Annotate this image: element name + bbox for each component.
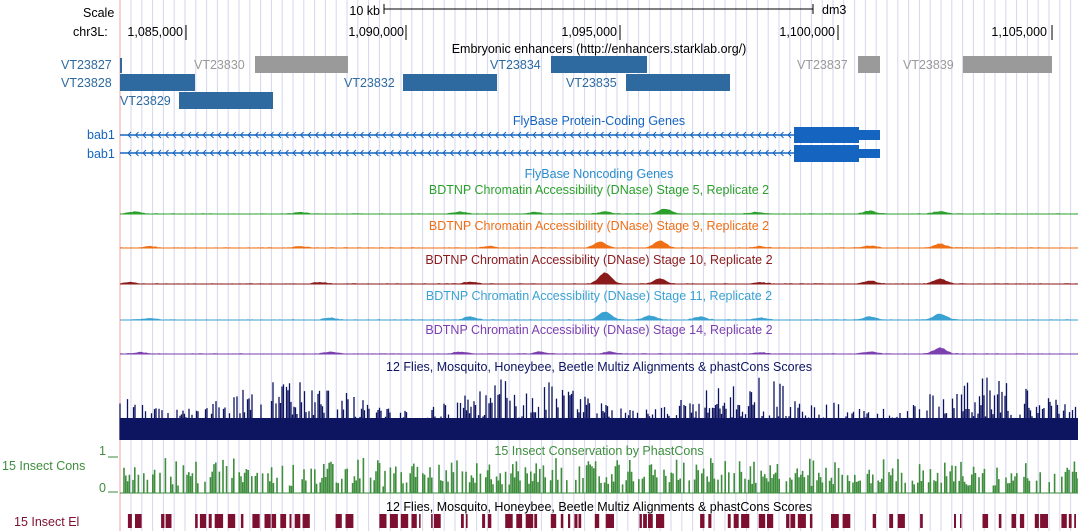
dnase-stage10-signal [120,272,1078,285]
enhancer-label[interactable]: VT23832 [344,76,395,90]
dnase-stage14-title: BDTNP Chromatin Accessibility (DNase) St… [425,323,772,337]
enhancer-feature[interactable] [626,74,730,91]
gene-utr [859,130,880,140]
dnase-stage5-title: BDTNP Chromatin Accessibility (DNase) St… [429,183,769,197]
gene-model[interactable]: bab1 [87,127,880,143]
enhancer-feature[interactable] [120,74,195,91]
multiz-track-title: 12 Flies, Mosquito, Honeybee, Beetle Mul… [386,360,812,374]
position-ticks [185,25,1053,40]
elements-track-title: 12 Flies, Mosquito, Honeybee, Beetle Mul… [386,500,812,514]
position-tick-label: 1,105,000 [991,25,1047,39]
enhancer-feature[interactable] [551,56,647,73]
multiz-conservation-signal [119,377,1078,440]
phastcons-ymin-label: 0 [99,481,106,495]
position-tick-label: 1,095,000 [561,25,617,39]
dnase-stage10-title: BDTNP Chromatin Accessibility (DNase) St… [425,253,772,267]
enhancer-feature[interactable] [963,56,1052,73]
gene-exon [794,145,859,162]
dnase-stage11-title: BDTNP Chromatin Accessibility (DNase) St… [426,289,772,303]
coding-genes-track-title: FlyBase Protein-Coding Genes [513,114,685,128]
enhancer-feature[interactable] [120,58,122,73]
strand-arrows [127,149,792,157]
conserved-elements [127,514,1076,528]
enhancer-feature[interactable] [403,74,497,91]
enhancer-label[interactable]: VT23827 [61,58,112,72]
gene-utr [859,149,880,158]
enhancer-label[interactable]: VT23835 [566,76,617,90]
enhancer-feature[interactable] [858,56,880,73]
enhancer-label[interactable]: VT23839 [903,58,954,72]
scale-label: Scale [83,6,114,20]
dnase-stage9-title: BDTNP Chromatin Accessibility (DNase) St… [429,219,769,233]
elements-side-label[interactable]: 15 Insect El [14,515,79,529]
gene-model[interactable]: bab1 [87,145,880,162]
enhancers-track-title: Embryonic enhancers (http://enhancers.st… [452,42,747,56]
dnase-stage5-signal [120,208,1078,215]
enhancer-label[interactable]: VT23837 [797,58,848,72]
enhancer-label[interactable]: VT23834 [490,58,541,72]
gene-label[interactable]: bab1 [87,128,115,142]
enhancer-feature[interactable] [179,92,273,109]
noncoding-genes-track-title: FlyBase Noncoding Genes [525,167,674,181]
position-tick-label: 1,085,000 [127,25,183,39]
scale-bar [383,4,814,14]
enhancer-label[interactable]: VT23830 [194,58,245,72]
enhancer-track: VT23827 VT23828 VT23829 VT23830 VT23832 … [61,56,1052,109]
enhancer-label[interactable]: VT23829 [120,94,171,108]
gene-exon [794,127,859,143]
assembly-label: dm3 [822,3,846,17]
gene-label[interactable]: bab1 [87,147,115,161]
strand-arrows [127,131,792,139]
enhancer-label[interactable]: VT23828 [61,76,112,90]
dnase-stage14-signal [120,347,1078,355]
phastcons-signal [120,458,1078,494]
position-tick-label: 1,100,000 [779,25,835,39]
phastcons-ymax-label: 1 [99,444,106,458]
dnase-stage9-signal [120,240,1078,249]
phastcons-track-title: 15 Insect Conservation by PhastCons [494,444,703,458]
dnase-stage11-signal [120,311,1078,321]
chrom-label: chr3L: [73,25,108,39]
enhancer-feature[interactable] [255,56,348,73]
scale-value: 10 kb [349,4,380,18]
position-tick-label: 1,090,000 [348,25,404,39]
phastcons-side-label[interactable]: 15 Insect Cons [2,459,85,473]
